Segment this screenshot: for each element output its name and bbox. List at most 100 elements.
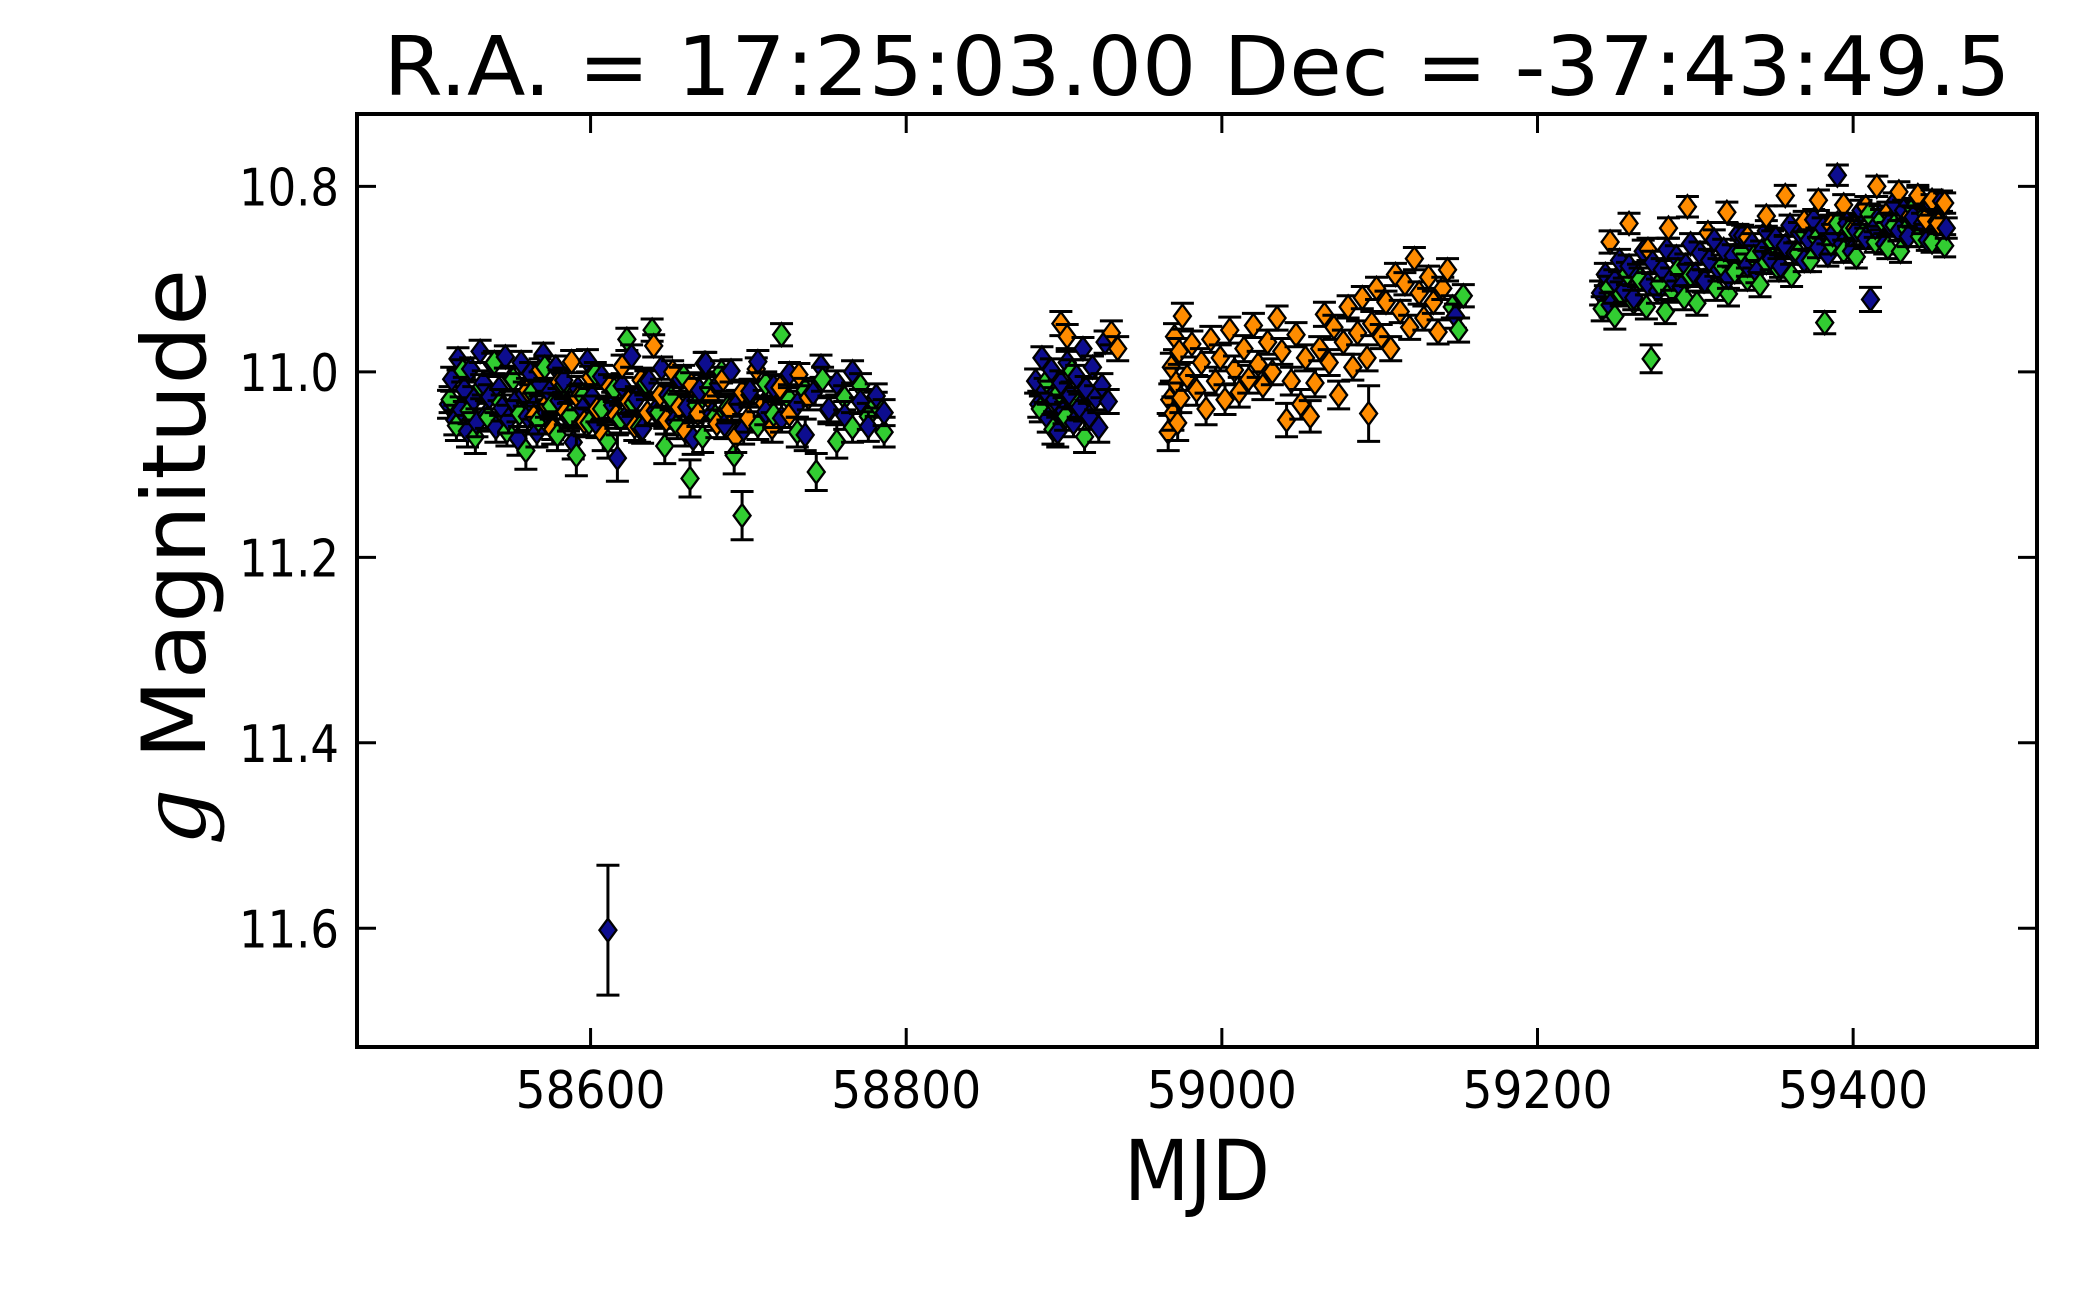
diamond-marker (1814, 309, 1835, 337)
data-point-orange (1241, 311, 1265, 340)
diamond-marker (1219, 316, 1240, 344)
diamond-marker (1846, 243, 1867, 271)
diamond-marker (1677, 193, 1698, 221)
diamond-marker (1376, 288, 1396, 316)
diamond-marker (1934, 232, 1955, 260)
diamond-marker (1877, 234, 1898, 261)
data-point-orange (1185, 374, 1209, 407)
y-tick-label: 11.2 (239, 529, 339, 589)
data-point-orange (1106, 335, 1130, 363)
diamond-marker (1808, 186, 1829, 214)
diamond-marker (1827, 161, 1848, 189)
diamond-marker (651, 354, 672, 382)
data-point-navy (605, 433, 629, 483)
diamond-marker (866, 382, 887, 410)
diamond-marker (680, 465, 700, 492)
diamond-marker (1404, 245, 1425, 273)
diamond-marker (1281, 367, 1302, 395)
diamond-marker (1394, 270, 1415, 298)
diamond-marker (598, 916, 618, 944)
data-point-orange (1383, 261, 1407, 288)
diamond-marker (460, 355, 481, 383)
data-point-orange (1194, 391, 1218, 427)
x-tick-label: 58800 (831, 1061, 981, 1121)
data-point-orange (1715, 198, 1739, 226)
diamond-marker (1262, 358, 1283, 386)
diamond-marker (1390, 298, 1411, 325)
diamond-marker (643, 332, 664, 360)
diamond-marker (874, 399, 895, 427)
data-point-green (825, 423, 849, 460)
data-point-orange (1303, 367, 1327, 399)
x-axis-label: MJD (1124, 1122, 1270, 1220)
diamond-marker (1750, 271, 1770, 299)
data-point-orange (1350, 284, 1374, 312)
diamond-marker (1888, 178, 1909, 206)
diamond-marker (818, 395, 839, 423)
diamond-marker (771, 321, 792, 349)
diamond-marker (1716, 198, 1737, 226)
diamond-marker (1934, 189, 1955, 217)
diamond-marker (1366, 274, 1387, 302)
y-tick-label: 10.8 (239, 158, 339, 218)
diamond-marker (1215, 386, 1235, 414)
data-point-orange (560, 348, 584, 376)
diamond-marker (795, 421, 816, 449)
diamond-marker (732, 502, 753, 530)
data-point-navy (801, 379, 825, 407)
diamond-marker (858, 413, 879, 440)
y-axis-label-italic-g: g (123, 789, 226, 845)
data-point-green (1451, 282, 1475, 310)
diamond-marker (1418, 263, 1439, 291)
diamond-marker (1604, 302, 1625, 330)
diamond-marker (1305, 369, 1325, 397)
diamond-marker (1172, 302, 1193, 330)
diamond-marker (1357, 344, 1377, 372)
data-point-orange (1398, 313, 1422, 341)
diamond-marker (1300, 402, 1321, 430)
diamond-marker (1600, 228, 1621, 256)
y-tick-label: 11.6 (239, 900, 339, 960)
diamond-marker (1641, 345, 1662, 373)
diamond-marker (1267, 304, 1288, 332)
data-point-orange (1341, 352, 1365, 382)
data-point-green (678, 458, 702, 499)
data-point-orange (1357, 384, 1381, 443)
diamond-marker (1200, 325, 1221, 353)
data-point-navy (459, 355, 483, 383)
diamond-marker (1047, 418, 1068, 446)
diamond-marker (1380, 335, 1401, 363)
data-point-green (514, 430, 538, 471)
diamond-marker (1319, 349, 1340, 376)
data-point-orange (1388, 298, 1412, 325)
x-tick-label: 59400 (1778, 1061, 1928, 1121)
diamond-marker (842, 414, 863, 441)
diamond-marker (1866, 172, 1887, 200)
diamond-marker (1073, 335, 1093, 363)
data-point-navy (872, 398, 896, 428)
data-point-orange (1421, 288, 1445, 316)
y-axis-label-text: Magnitude (123, 269, 226, 789)
diamond-marker (1186, 376, 1207, 404)
data-point-green (1639, 343, 1663, 375)
axis-tick-labels-layer: 58600 58800 59000 59200 59400 10.8 11.0 11.2 11.… (239, 158, 1928, 1121)
data-point-green (804, 451, 828, 493)
data-point-orange (1355, 343, 1379, 373)
data-point-navy (596, 863, 620, 997)
data-point-orange (1317, 348, 1341, 378)
data-point-navy (719, 357, 743, 385)
data-point-green (730, 489, 754, 542)
diamond-marker (561, 348, 582, 376)
data-point-orange (1298, 399, 1322, 434)
diamond-marker (1686, 289, 1707, 317)
diamond-marker (1860, 286, 1881, 313)
data-point-orange (1675, 193, 1699, 221)
data-point-orange (1379, 335, 1403, 363)
diamond-marker (1936, 214, 1957, 242)
diamond-marker (1437, 256, 1458, 284)
y-tick-label: 11.0 (239, 344, 339, 404)
diamond-marker (1286, 321, 1306, 349)
data-point-orange (1208, 343, 1232, 373)
